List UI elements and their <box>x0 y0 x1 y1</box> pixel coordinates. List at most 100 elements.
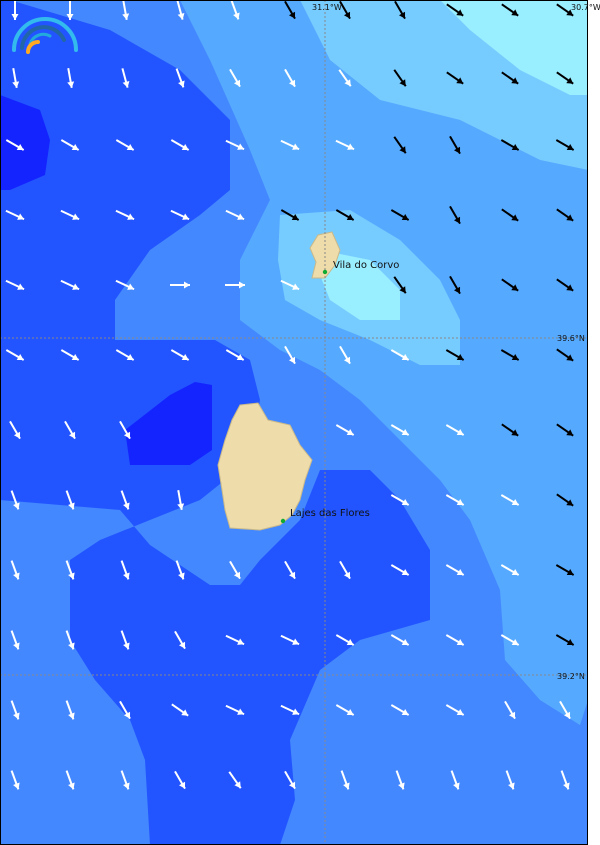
sea-band-2 <box>0 0 430 845</box>
wind-arrow-icon <box>446 71 464 85</box>
wind-arrow-icon <box>450 770 460 790</box>
wind-arrow-icon <box>335 704 355 716</box>
wind-arrow-icon <box>390 634 410 646</box>
wind-arrow-icon <box>505 770 515 790</box>
wind-arrows <box>5 0 575 790</box>
wind-arrow-icon <box>501 278 519 292</box>
wind-arrow-icon <box>60 279 80 291</box>
wind-arrow-icon <box>115 139 135 151</box>
wind-arrow-icon <box>170 139 190 151</box>
place-label: Vila do Corvo <box>333 260 399 271</box>
wind-arrow-icon <box>393 276 407 294</box>
wind-arrow-icon <box>501 3 519 17</box>
town-marker-lajes-das-flores[interactable] <box>280 518 286 524</box>
wind-arrow-icon <box>170 349 190 361</box>
wind-arrow-icon <box>500 634 520 646</box>
wind-arrow-icon <box>115 279 135 291</box>
wind-arrow-icon <box>67 67 75 89</box>
wind-arrow-icon <box>175 560 185 580</box>
sea-band-3 <box>300 395 322 420</box>
wind-arrow-icon <box>280 209 300 221</box>
wind-arrow-icon <box>280 279 300 291</box>
sea-band-6 <box>440 0 588 95</box>
wind-arrow-icon <box>65 630 75 650</box>
wind-arrow-icon <box>555 139 575 151</box>
wind-arrow-icon <box>280 139 300 151</box>
wind-arrow-icon <box>280 704 300 716</box>
wind-arrow-icon <box>10 630 20 650</box>
wind-arrow-icon <box>556 278 574 292</box>
wind-arrow-icon <box>60 349 80 361</box>
wind-arrow-icon <box>560 770 570 790</box>
wind-arrow-icon <box>284 345 296 365</box>
wind-arrow-icon <box>65 700 75 720</box>
lon-label: 30.7°W <box>571 3 600 12</box>
wind-arrow-icon <box>229 68 241 88</box>
wind-arrow-icon <box>120 560 130 580</box>
wind-arrow-icon <box>11 0 19 20</box>
wind-arrow-icon <box>445 704 465 716</box>
wind-arrow-icon <box>115 349 135 361</box>
wind-arrow-icon <box>393 69 407 87</box>
wind-arrow-icon <box>338 69 352 87</box>
wind-arrow-icon <box>504 700 516 720</box>
wind-arrow-icon <box>60 139 80 151</box>
wind-arrow-icon <box>65 770 75 790</box>
sea-band-4 <box>180 0 588 725</box>
place-label: Lajes das Flores <box>290 508 370 519</box>
wind-arrow-icon <box>390 564 410 576</box>
wind-arrow-icon <box>501 423 519 437</box>
town-marker-vila-do-corvo[interactable] <box>322 269 328 275</box>
wind-arrow-icon <box>64 420 76 440</box>
wind-arrow-icon <box>9 420 21 440</box>
wind-arrow-icon <box>446 3 464 17</box>
wind-arrow-icon <box>390 209 410 221</box>
wind-arrow-icon <box>65 560 75 580</box>
wind-arrow-icon <box>5 209 25 221</box>
wind-arrow-icon <box>225 139 245 151</box>
wind-arrow-icon <box>390 424 410 436</box>
wind-arrow-icon <box>10 490 20 510</box>
wind-arrow-icon <box>170 281 190 289</box>
wind-arrow-icon <box>449 205 461 225</box>
sea-band-1 <box>125 382 212 465</box>
wind-arrow-icon <box>10 770 20 790</box>
sea-band-1 <box>0 95 50 190</box>
wind-arrow-icon <box>335 139 355 151</box>
wind-arrow-icon <box>555 564 575 576</box>
wind-arrow-icon <box>335 424 355 436</box>
wind-arrow-icon <box>556 208 574 222</box>
lon-label: 31.1°W <box>312 3 342 12</box>
wind-arrow-icon <box>449 135 461 155</box>
wind-arrow-icon <box>500 494 520 506</box>
wind-arrow-icon <box>228 771 242 789</box>
wind-arrow-icon <box>120 490 130 510</box>
wind-arrow-icon <box>339 560 351 580</box>
wind-arrow-icon <box>230 0 240 20</box>
wind-arrow-icon <box>500 564 520 576</box>
wind-arrow-icon <box>335 209 355 221</box>
wind-arrow-icon <box>119 700 131 720</box>
wind-arrow-icon <box>225 634 245 646</box>
wind-arrow-icon <box>5 139 25 151</box>
wind-arrow-icon <box>115 209 135 221</box>
wind-arrow-icon <box>60 209 80 221</box>
wind-arrow-icon <box>119 420 131 440</box>
wind-arrow-icon <box>339 345 351 365</box>
wind-arrow-icon <box>12 67 20 89</box>
wind-arrow-icon <box>225 704 245 716</box>
wind-arrow-icon <box>284 560 296 580</box>
wind-arrow-icon <box>225 281 245 289</box>
wind-arrow-icon <box>340 770 350 790</box>
wind-arrow-icon <box>445 634 465 646</box>
wind-arrow-icon <box>174 630 186 650</box>
wind-arrow-icon <box>10 560 20 580</box>
wind-arrow-icon <box>177 489 185 511</box>
lat-label: 39.2°N <box>557 672 585 681</box>
wind-arrow-icon <box>390 704 410 716</box>
wind-arrow-icon <box>559 700 571 720</box>
wind-arrow-icon <box>66 0 74 20</box>
wind-arrow-icon <box>174 770 186 790</box>
